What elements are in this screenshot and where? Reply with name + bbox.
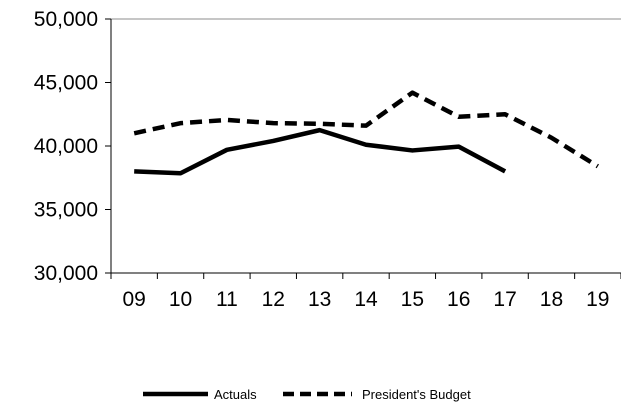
y-tick-label: 40,000 [34,135,98,158]
x-tick-label: 10 [169,288,192,311]
x-tick-label: 13 [308,288,331,311]
y-tick-label: 35,000 [34,199,98,222]
series-line-presidents-budget [134,93,598,167]
x-tick-label: 11 [216,288,238,311]
x-tick-label: 12 [262,288,285,311]
x-tick-label: 09 [123,288,146,311]
x-tick-label: 14 [354,288,378,311]
y-axis-ticks: 30,000 35,000 40,000 45,000 50,000 [34,8,111,285]
legend-label: Actuals [214,387,257,402]
y-tick-label: 30,000 [34,262,98,285]
series-line-actuals [134,130,505,173]
y-tick-label: 45,000 [34,72,98,95]
x-tick-label: 15 [401,288,424,311]
x-tick-label: 18 [540,288,563,311]
legend-label: President's Budget [362,387,471,402]
legend: Actuals President's Budget [143,387,471,402]
x-axis-ticks: 09 10 11 12 13 14 15 16 17 18 19 [111,273,621,311]
x-tick-label: 17 [493,288,516,311]
y-tick-label: 50,000 [34,8,98,31]
x-tick-label: 16 [447,288,470,311]
x-tick-label: 19 [586,288,609,311]
series-layer [134,93,598,174]
